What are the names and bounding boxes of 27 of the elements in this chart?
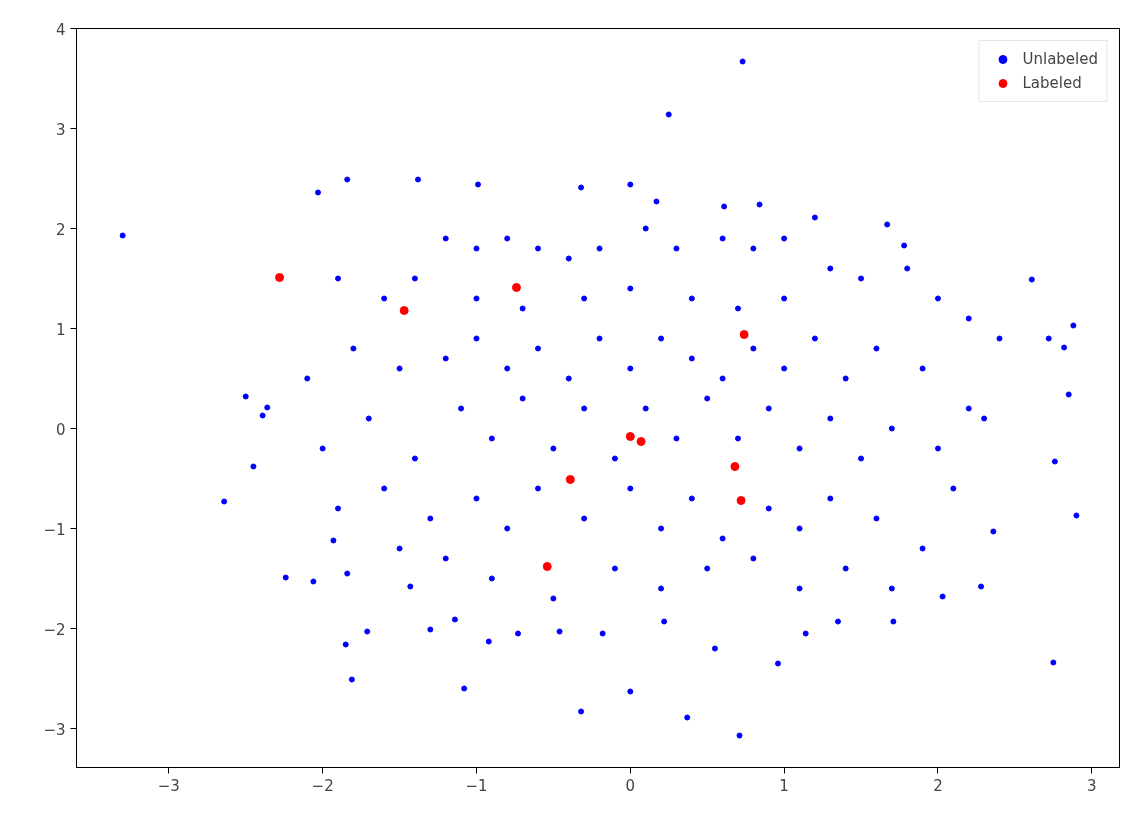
point [275, 273, 285, 282]
point [399, 306, 409, 315]
x-tick-label: −1 [465, 776, 488, 795]
x-tick-label: 1 [779, 776, 789, 795]
point [739, 330, 749, 339]
point [565, 475, 575, 484]
point [511, 283, 521, 292]
x-tick-label: −3 [157, 776, 180, 795]
point [625, 432, 635, 441]
y-tick-label: 3 [55, 120, 66, 139]
point [542, 562, 552, 571]
point [736, 496, 746, 505]
point [636, 437, 646, 446]
x-tick-label: 3 [1087, 776, 1097, 795]
y-tick-label: −3 [43, 720, 66, 739]
y-tick-label: 4 [55, 20, 66, 39]
x-tick-label: 0 [625, 776, 636, 795]
legend-label: Labeled [1022, 74, 1082, 92]
y-tick-label: 0 [55, 420, 66, 439]
x-tick-label: 2 [933, 776, 943, 795]
point [730, 462, 740, 471]
legend-label: Unlabeled [1022, 50, 1098, 68]
x-tick-label: −2 [311, 776, 334, 795]
y-tick-label: 1 [55, 320, 66, 339]
y-tick-label: 2 [55, 220, 66, 239]
y-tick-label: −2 [43, 620, 66, 639]
y-tick-label: −1 [43, 520, 66, 539]
